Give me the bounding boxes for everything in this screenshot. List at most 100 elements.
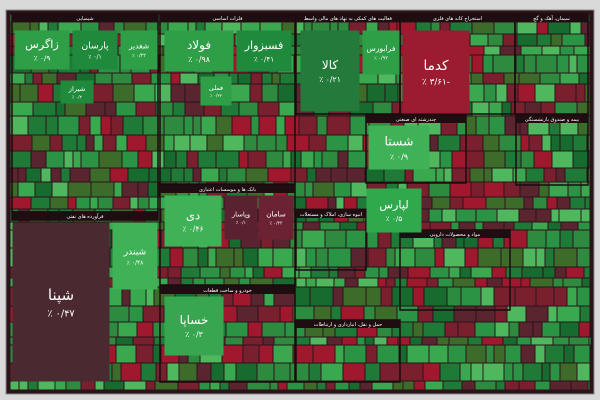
stock-cell: [526, 168, 544, 182]
stock-cell: [461, 287, 481, 306]
stock-cell: [471, 267, 492, 278]
stock-cell: [355, 73, 378, 84]
stock-cell: [484, 84, 496, 102]
stock-cell: [151, 73, 171, 84]
stock-change: ۰/۹۲ ٪: [374, 56, 388, 62]
stock-cell: [310, 287, 333, 306]
stock-cell: [578, 116, 588, 135]
stock-cell: [530, 278, 553, 287]
stock-cell: [533, 322, 542, 337]
stock-cell: [494, 287, 515, 306]
stock-cell: [564, 345, 574, 363]
stock-tile: [112, 222, 158, 290]
stock-cell: [107, 337, 116, 345]
stock-cell: [313, 182, 334, 197]
stock-cell: [291, 168, 307, 182]
stock-cell: [128, 168, 149, 182]
stock-cell: [26, 168, 41, 182]
stock-cell: [568, 182, 581, 197]
stock-cell: [335, 345, 344, 363]
stock-cell: [38, 84, 53, 102]
stock-cell: [168, 267, 181, 278]
stock-cell: [460, 267, 471, 278]
stock-cell: [18, 168, 26, 182]
stock-cell: [222, 22, 241, 34]
stock-cell: [268, 168, 291, 182]
stock-cell: [347, 168, 365, 182]
sector-header-bg: [296, 210, 366, 218]
stock-cell: [33, 102, 56, 116]
stock-cell: [76, 73, 95, 84]
stock-cell: [164, 151, 176, 168]
stock-cell: [116, 135, 127, 151]
stock-cell: [243, 345, 259, 363]
stock-cell: [440, 22, 450, 34]
stock-cell: [207, 135, 223, 151]
stock-cell: [136, 345, 153, 363]
stock-cell: [90, 168, 110, 182]
stock-cell: [504, 222, 514, 230]
stock-cell: [159, 55, 167, 73]
stock-cell: [350, 116, 369, 135]
stock-cell: [555, 267, 566, 278]
stock-name: فولاد: [187, 38, 211, 53]
stock-cell: [276, 135, 287, 151]
stock-cell: [116, 102, 136, 116]
stock-cell: [475, 381, 496, 390]
stock-cell: [520, 182, 539, 197]
stock-cell: [494, 345, 505, 363]
stock-cell: [225, 337, 243, 345]
stock-cell: [127, 135, 146, 151]
stock-cell: [545, 248, 554, 267]
stock-cell: [368, 248, 386, 267]
stock-cell: [378, 22, 389, 34]
sector-title: بانک ها و موسسات اعتباری: [199, 187, 256, 193]
stock-cell: [552, 151, 573, 168]
stock-cell: [216, 248, 234, 267]
stock-cell: [521, 135, 529, 151]
stock-cell: [316, 248, 328, 267]
stock-cell: [122, 182, 138, 197]
stock-cell: [451, 222, 459, 230]
stock-cell: [550, 381, 571, 390]
stock-cell: [466, 46, 484, 55]
sector-title: فلزات اساسی: [213, 16, 244, 22]
stock-cell: [171, 168, 184, 182]
stock-cell: [326, 381, 335, 390]
stock-cell: [578, 222, 590, 230]
stock-change: ۰/۲۲ ٪: [132, 53, 146, 59]
stock-cell: [472, 22, 494, 34]
stock-cell: [484, 46, 500, 55]
stock-cell: [351, 248, 368, 267]
stock-cell: [241, 22, 260, 34]
stock-cell: [344, 197, 357, 209]
stock-cell: [283, 151, 291, 168]
stock-cell: [444, 248, 465, 267]
stock-cell: [306, 248, 316, 267]
stock-cell: [336, 197, 344, 209]
stock-cell: [365, 363, 380, 381]
stock-cell: [178, 381, 199, 390]
stock-cell: [220, 267, 230, 278]
stock-cell: [251, 73, 262, 84]
stock-cell: [581, 209, 590, 222]
stock-cell: [334, 182, 351, 197]
sector-title: سیمان، آهک و گچ: [533, 15, 570, 22]
stock-cell: [367, 84, 385, 102]
sector-header-bg: [160, 14, 295, 22]
stock-cell: [91, 182, 114, 197]
stock-cell: [288, 197, 306, 209]
stock-cell: [146, 287, 154, 306]
stock-cell: [104, 381, 124, 390]
stock-cell: [293, 345, 313, 363]
stock-cell: [400, 363, 423, 381]
stock-cell: [112, 363, 121, 381]
stock-cell: [316, 278, 334, 287]
stock-cell: [440, 363, 460, 381]
stock-cell: [425, 381, 443, 390]
stock-cell: [130, 287, 146, 306]
stock-cell: [547, 197, 557, 209]
stock-cell: [10, 381, 19, 390]
stock-cell: [237, 306, 258, 322]
stock-cell: [431, 22, 440, 34]
